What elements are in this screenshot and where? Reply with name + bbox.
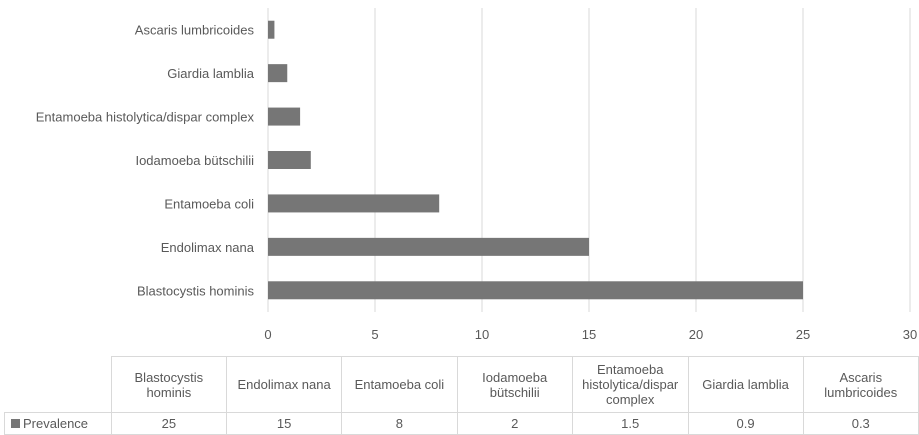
table-value-cell: 25 (110, 412, 228, 435)
bar (268, 281, 803, 300)
table-value-cell: 0.3 (802, 412, 919, 435)
table-header-cell: Blastocystis hominis (110, 356, 228, 413)
x-tick-label: 0 (264, 327, 271, 342)
table-value-cell: 8 (341, 412, 458, 435)
data-table: Blastocystis hominis Endolimax nana Enta… (4, 356, 919, 435)
gridlines (267, 8, 911, 312)
x-tick-label: 25 (796, 327, 810, 342)
category-labels: Blastocystis hominis Endolimax nana Entamo… (36, 23, 255, 299)
table-header-cell: Giardia lamblia (687, 356, 804, 413)
x-tick-label: 5 (371, 327, 378, 342)
table-value-cell: 1.5 (571, 412, 689, 435)
table-value-cell: 2 (456, 412, 573, 435)
category-label: Giardia lamblia (167, 66, 254, 81)
legend-label: Prevalence (23, 416, 89, 431)
table-row: Prevalence 25 15 8 2 1.5 0.9 0.3 (4, 412, 919, 435)
x-tick-label: 30 (903, 327, 917, 342)
table-header-cell: Iodamoeba bütschilii (456, 356, 573, 413)
table-header-cell: Endolimax nana (226, 356, 343, 413)
category-label: Ascaris lumbricoides (135, 23, 255, 38)
x-tick-label: 15 (582, 327, 596, 342)
bar (268, 107, 301, 126)
bar (268, 237, 589, 256)
table-header-cell: Ascaris lumbricoides (802, 356, 919, 413)
bars (268, 20, 803, 300)
table-corner (4, 356, 112, 413)
x-tick-label: 20 (689, 327, 703, 342)
category-label: Endolimax nana (161, 240, 255, 255)
category-label: Entamoeba histolytica/dispar complex (36, 110, 255, 125)
x-tick-label: 10 (475, 327, 489, 342)
legend-swatch (11, 419, 20, 428)
bar (268, 151, 311, 169)
table-header-cell: Entamoeba coli (341, 356, 458, 413)
legend-entry: Prevalence (4, 412, 112, 435)
table-value-cell: 15 (226, 412, 343, 435)
bar (268, 64, 288, 83)
table-header-row: Blastocystis hominis Endolimax nana Enta… (4, 356, 919, 413)
category-label: Entamoeba coli (164, 196, 254, 211)
category-label: Blastocystis hominis (137, 283, 255, 298)
bar-chart: Blastocystis hominis Endolimax nana Entamo… (36, 8, 917, 342)
table-value-cell: 0.9 (687, 412, 804, 435)
category-label: Iodamoeba bütschilii (135, 153, 254, 168)
x-axis-ticks: 0 5 10 15 20 25 30 (264, 327, 917, 342)
bar (268, 20, 275, 39)
table-header-cell: Entamoeba histolytica/dispar complex (571, 356, 689, 413)
bar (268, 194, 440, 213)
